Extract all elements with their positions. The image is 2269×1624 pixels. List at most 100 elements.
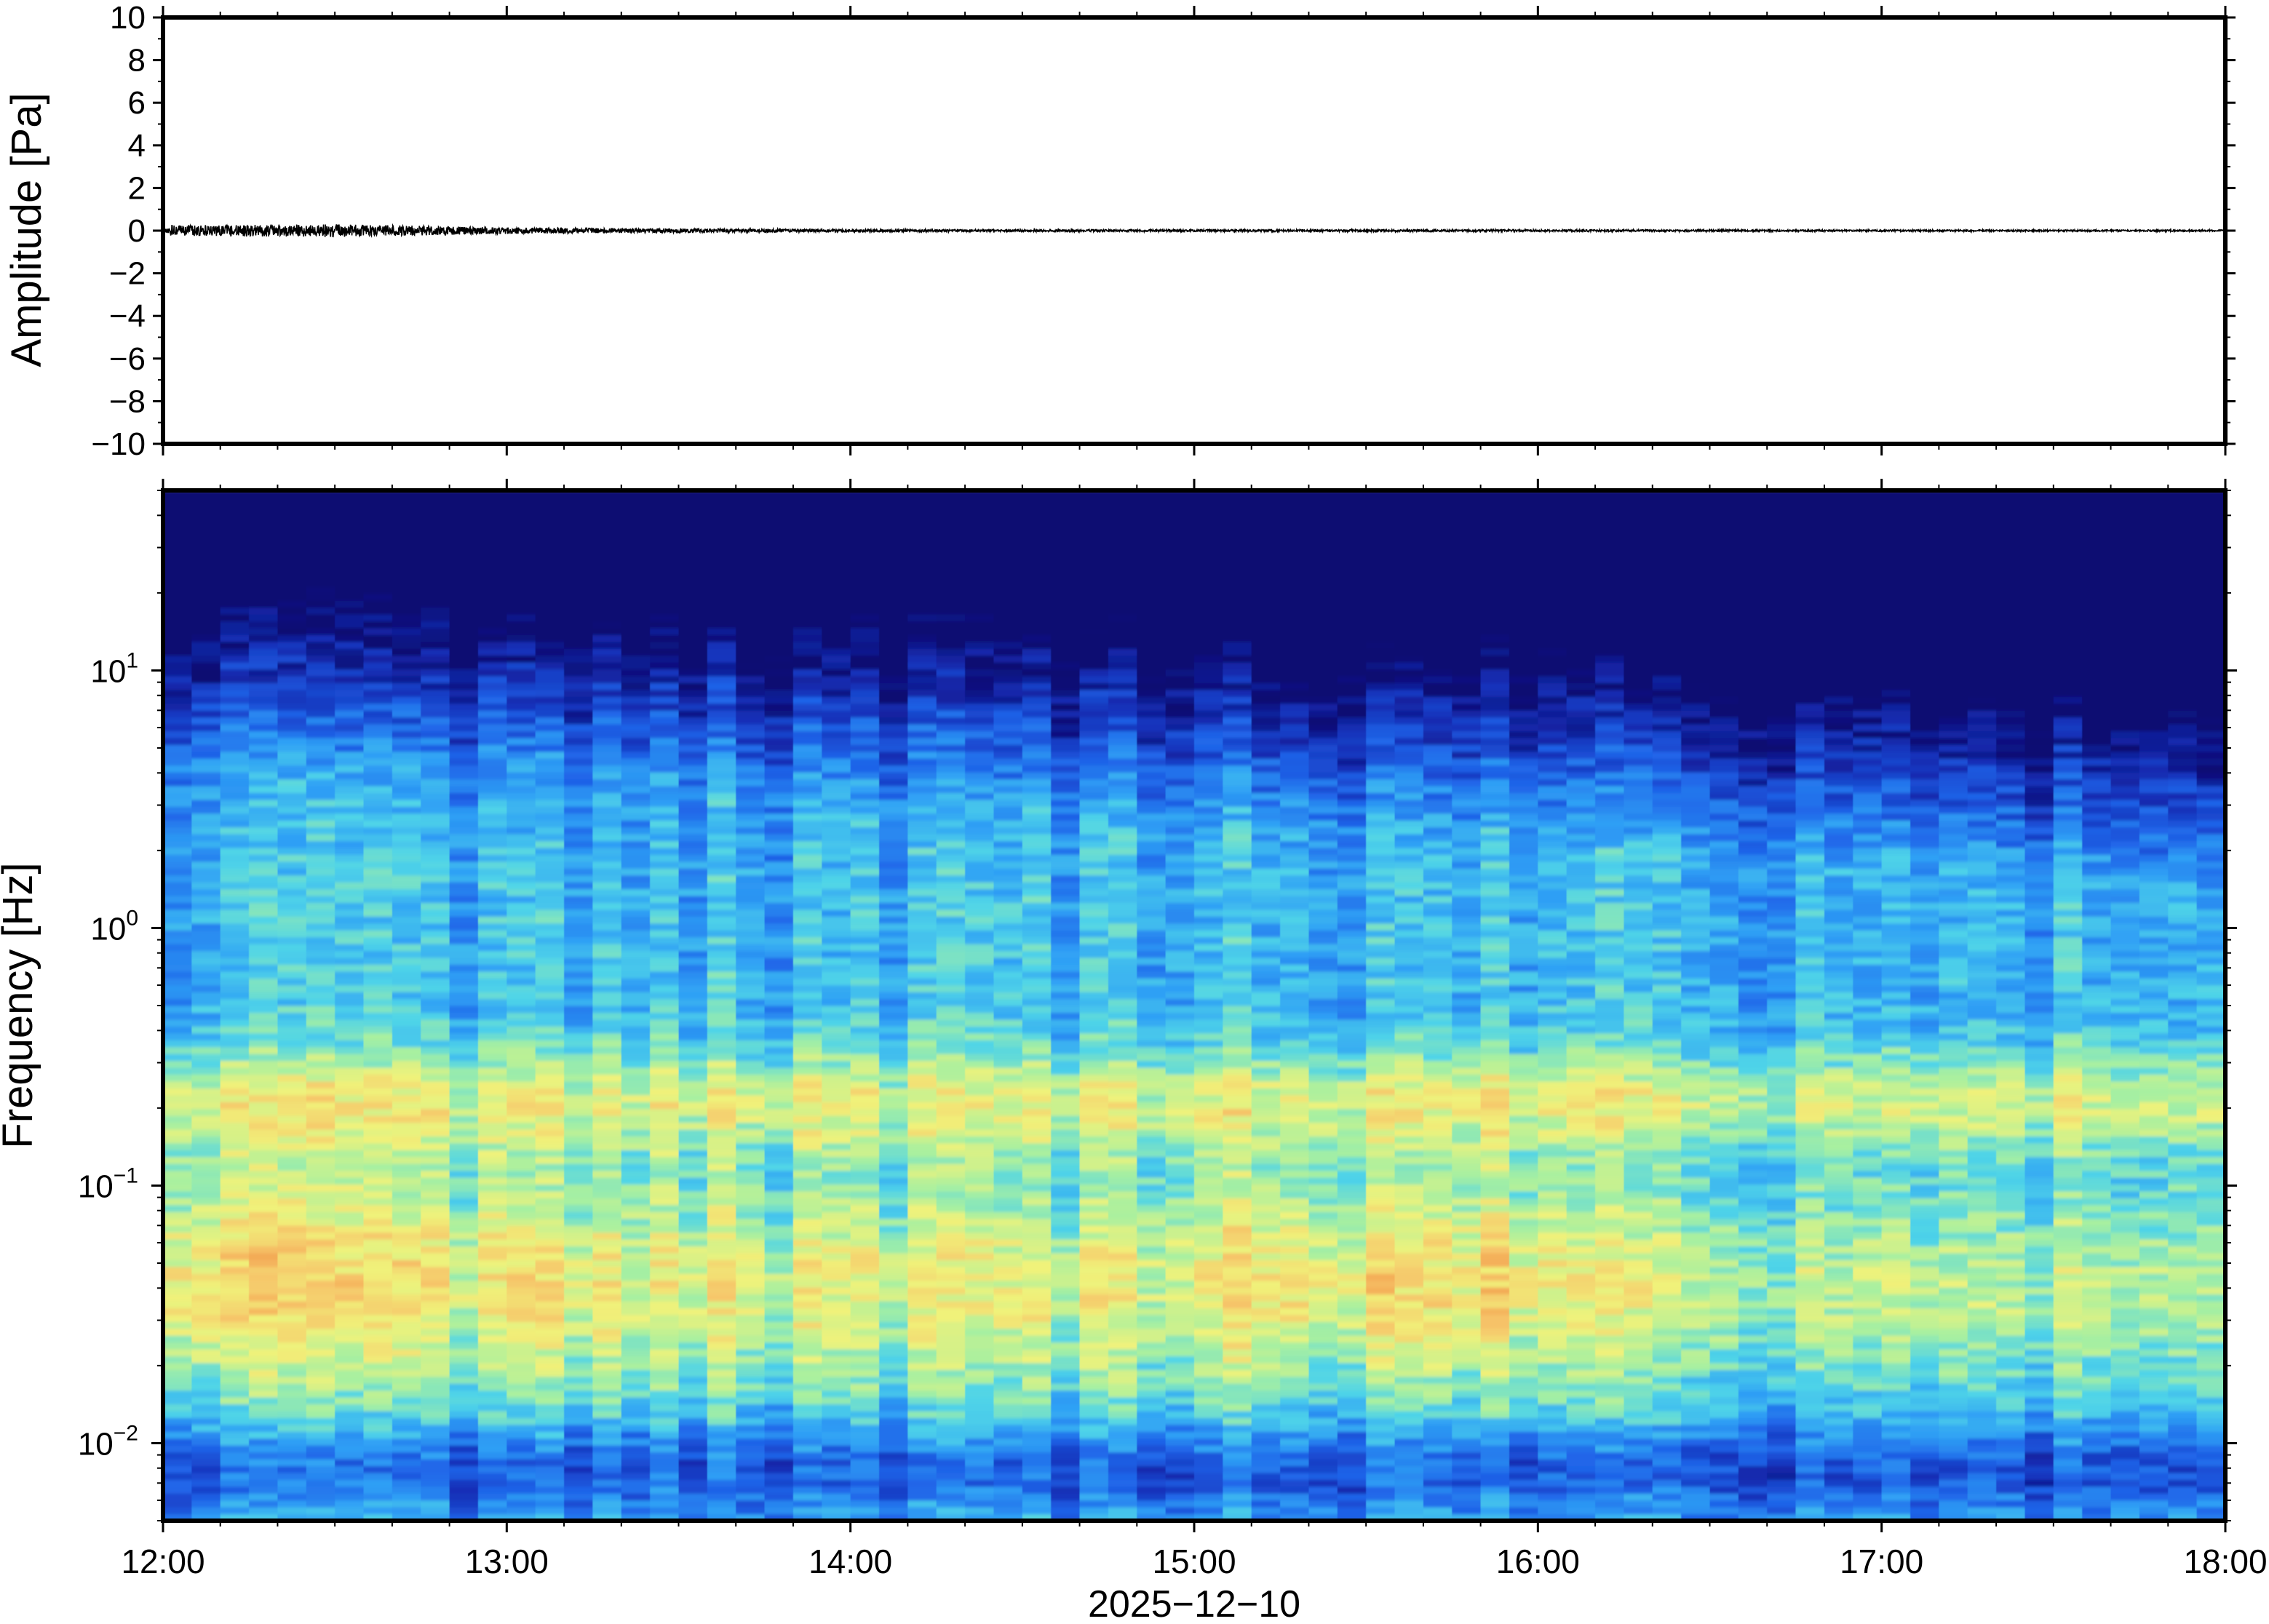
spectrogram-cell [1022, 703, 1052, 711]
spectrogram-cell [335, 1012, 365, 1020]
spectrogram-cell [477, 1067, 507, 1075]
spectrogram-cell [449, 1218, 479, 1226]
spectrogram-cell [736, 1129, 766, 1137]
spectrogram-cell [477, 1417, 507, 1425]
spectrogram-cell [335, 882, 365, 890]
spectrogram-cell [792, 1280, 822, 1288]
spectrogram-cell [449, 1500, 479, 1508]
spectrogram-cell [850, 497, 880, 505]
spectrogram-cell [736, 511, 766, 519]
spectrogram-cell [822, 799, 851, 807]
spectrogram-cell [621, 758, 651, 766]
spectrogram-cell [277, 1459, 307, 1467]
spectrogram-cell [678, 1211, 708, 1219]
spectrogram-cell [392, 1513, 421, 1521]
spectrogram-cell [363, 655, 393, 663]
spectrogram-cell [306, 1218, 335, 1226]
spectrogram-cell [621, 1225, 651, 1233]
spectrogram-cell [678, 957, 708, 965]
spectrogram-cell [421, 648, 450, 656]
spectrogram-cell [707, 1102, 736, 1110]
spectrogram-cell [1051, 1032, 1081, 1040]
spectrogram-cell [477, 538, 507, 546]
spectrogram-cell [277, 689, 307, 697]
spectrogram-cell [1051, 1383, 1081, 1391]
spectrogram-cell [335, 1163, 365, 1171]
spectrogram-cell [792, 559, 822, 567]
spectrogram-cell [191, 785, 221, 793]
spectrogram-cell [707, 744, 736, 752]
spectrogram-cell [850, 744, 880, 752]
spectrogram-cell [764, 1349, 794, 1357]
spectrogram-cell [879, 1040, 908, 1048]
spectrogram-cell [965, 820, 995, 828]
spectrogram-cell [965, 525, 995, 533]
spectrogram-cell [1108, 1314, 1137, 1322]
spectrogram-cell [535, 1190, 565, 1198]
spectrogram-cell [449, 1390, 479, 1398]
spectrogram-cell [421, 806, 450, 814]
spectrogram-cell [736, 936, 766, 944]
spectrogram-cell [792, 1479, 822, 1487]
spectrogram-cell [449, 490, 479, 498]
spectrogram-cell [592, 1356, 622, 1364]
spectrogram-cell [1079, 909, 1109, 917]
spectrogram-cell [879, 827, 908, 835]
spectrogram-cell [1022, 1513, 1052, 1521]
spectrogram-cell [850, 1404, 880, 1412]
spectrogram-cell [936, 1190, 966, 1198]
spectrogram-cell [535, 1006, 565, 1014]
spectrogram-cell [650, 779, 680, 787]
spectrogram-cell [564, 971, 594, 979]
spectrogram-cell [449, 627, 479, 635]
spectrogram-cell [792, 1074, 822, 1082]
spectrogram-cell [678, 1383, 708, 1391]
spectrogram-cell [936, 1390, 966, 1398]
spectrogram-cell [678, 1390, 708, 1398]
spectrogram-cell [477, 861, 507, 869]
spectrogram-cell [449, 1122, 479, 1130]
spectrogram-cell [564, 600, 594, 608]
spectrogram-cell [249, 1459, 279, 1467]
spectrogram-cell [163, 503, 192, 512]
spectrogram-cell [592, 923, 622, 931]
spectrogram-cell [1051, 1177, 1081, 1185]
spectrogram-cell [535, 1438, 565, 1446]
spectrogram-cell [792, 1177, 822, 1185]
spectrogram-cell [163, 1060, 192, 1068]
spectrogram-cell [736, 1342, 766, 1350]
spectrogram-cell [965, 1280, 995, 1288]
spectrogram-cell [850, 682, 880, 690]
spectrogram-cell [564, 565, 594, 573]
spectrogram-cell [335, 600, 365, 608]
spectrogram-cell [850, 1438, 880, 1446]
spectrogram-cell [907, 1417, 937, 1425]
spectrogram-cell [506, 1376, 536, 1384]
spectrogram-cell [993, 984, 1023, 992]
spectrogram-cell [449, 806, 479, 814]
spectrogram-cell [421, 1294, 450, 1302]
spectrogram-cell [335, 737, 365, 745]
spectrogram-cell [564, 1012, 594, 1020]
spectrogram-cell [335, 538, 365, 546]
spectrogram-cell [936, 689, 966, 697]
spectrogram-cell [477, 1314, 507, 1322]
spectrogram-cell [191, 1342, 221, 1350]
spectrogram-cell [792, 944, 822, 952]
spectrogram-cell [850, 930, 880, 938]
spectrogram-cell [220, 682, 250, 690]
spectrogram-cell [592, 1060, 622, 1068]
spectrogram-cell [363, 531, 393, 539]
spectrogram-cell [477, 950, 507, 958]
spectrogram-cell [822, 806, 851, 814]
spectrogram-cell [335, 710, 365, 718]
spectrogram-cell [965, 1204, 995, 1212]
spectrogram-cell [1051, 1067, 1081, 1075]
spectrogram-cell [650, 573, 680, 581]
spectrogram-cell [621, 751, 651, 759]
spectrogram-cell [707, 538, 736, 546]
spectrogram-cell [421, 916, 450, 924]
spectrogram-cell [220, 971, 250, 979]
spectrogram-cell [277, 696, 307, 704]
spectrogram-cell [363, 1190, 393, 1198]
